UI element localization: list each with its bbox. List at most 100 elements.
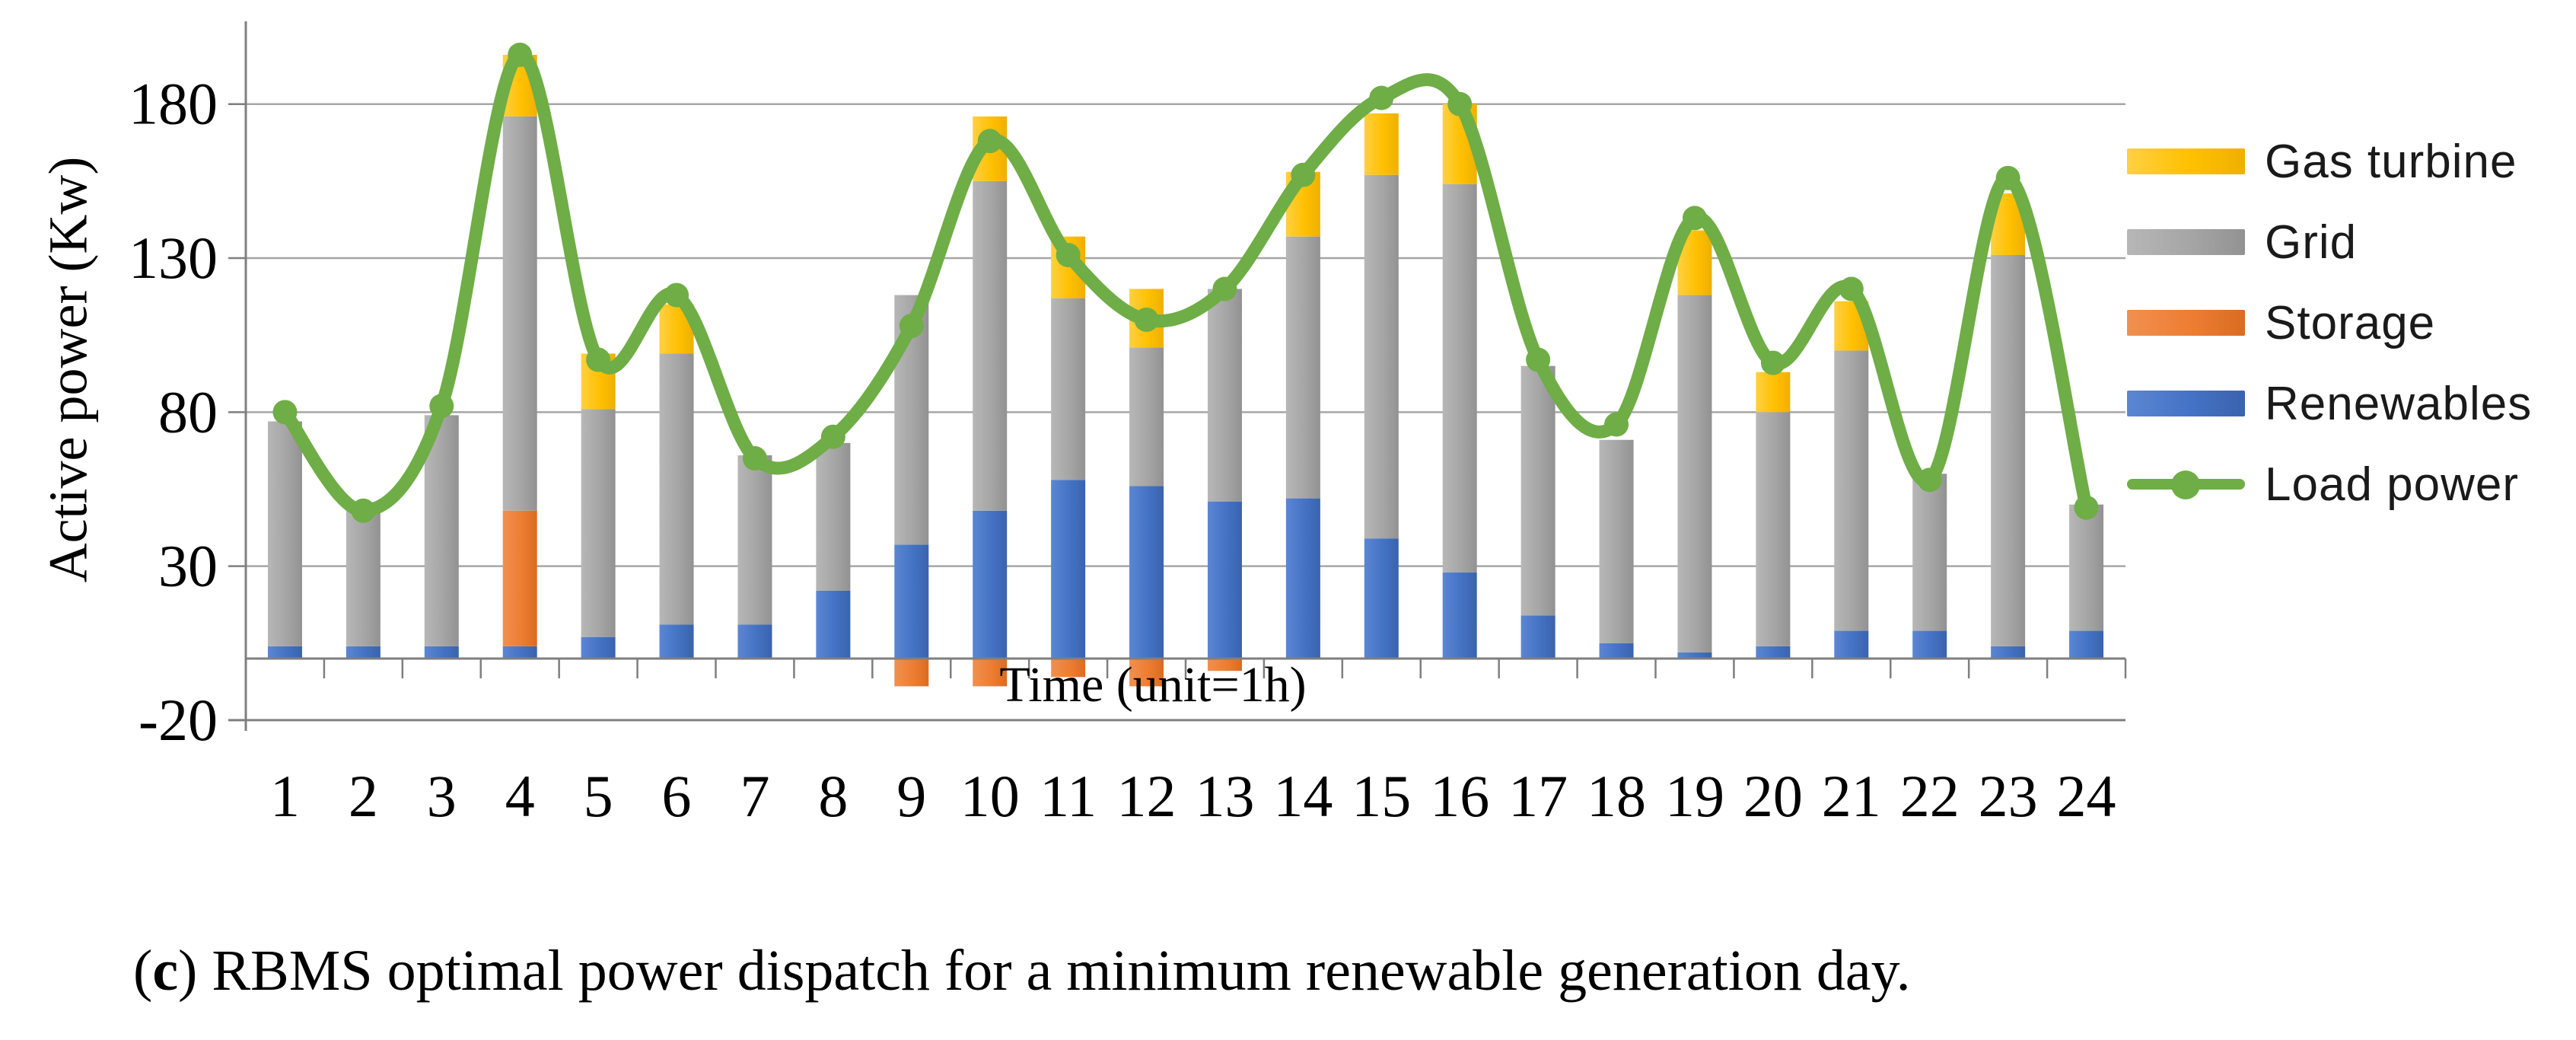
bar-storage-neg-h11 <box>1051 659 1086 678</box>
load-marker-h2 <box>351 498 376 523</box>
bar-renewables-h1 <box>267 646 302 659</box>
bar-grid-h11 <box>1051 298 1086 480</box>
bar-grid-h17 <box>1520 365 1555 616</box>
caption-prefix: ( <box>133 939 153 1003</box>
load-power-line-swatch <box>2127 471 2245 499</box>
bar-renewables-h10 <box>973 510 1008 659</box>
load-marker-h3 <box>429 394 454 419</box>
bar-grid-h7 <box>737 455 772 625</box>
bar-grid-h18 <box>1599 439 1634 643</box>
x-label-24: 24 <box>2057 763 2116 829</box>
load-marker-h7 <box>742 446 767 471</box>
bar-renewables-h8 <box>816 590 851 659</box>
load-power-line <box>278 48 2094 518</box>
legend: Gas turbine Grid Storage Renewables Load pow… <box>2127 121 2532 525</box>
legend-marker-icon <box>2171 471 2200 499</box>
x-label-5: 5 <box>584 763 613 829</box>
x-label-10: 10 <box>960 763 1020 829</box>
legend-swatch-renewables <box>2127 391 2245 416</box>
x-label-3: 3 <box>427 763 457 829</box>
x-label-7: 7 <box>740 763 769 829</box>
load-marker-h18 <box>1604 412 1629 437</box>
bar-renewables-h18 <box>1599 643 1634 659</box>
y-tick-label-30: 30 <box>158 533 218 599</box>
x-label-8: 8 <box>818 763 848 829</box>
load-marker-h23 <box>1995 165 2020 190</box>
load-marker-h16 <box>1447 91 1473 116</box>
bar-storage-neg-h13 <box>1207 659 1242 672</box>
bar-renewables-h14 <box>1285 498 1320 659</box>
load-marker-h8 <box>820 424 845 449</box>
x-label-18: 18 <box>1587 763 1646 829</box>
load-marker-h1 <box>272 400 298 425</box>
x-label-2: 2 <box>349 763 378 829</box>
bar-grid-h10 <box>973 180 1008 511</box>
bar-storage-neg-h9 <box>894 659 929 687</box>
bar-storage-h4 <box>502 510 537 646</box>
load-marker-h5 <box>586 347 611 372</box>
x-label-6: 6 <box>662 763 692 829</box>
load-marker-h19 <box>1682 206 1707 231</box>
x-label-11: 11 <box>1040 763 1097 829</box>
y-tick-label-80: 80 <box>158 378 218 445</box>
legend-label-storage: Storage <box>2265 296 2436 349</box>
legend-label-gas-turbine: Gas turbine <box>2265 135 2517 188</box>
load-marker-h11 <box>1056 242 1081 267</box>
bar-grid-h2 <box>345 510 381 646</box>
x-label-23: 23 <box>1979 763 2038 829</box>
x-label-22: 22 <box>1900 763 1960 829</box>
x-label-17: 17 <box>1508 763 1568 829</box>
axes <box>228 21 2127 731</box>
x-label-15: 15 <box>1352 763 1411 829</box>
bar-renewables-h6 <box>659 624 694 659</box>
x-label-19: 19 <box>1665 763 1724 829</box>
legend-label-load-power: Load power <box>2265 458 2520 511</box>
load-marker-h21 <box>1839 276 1864 301</box>
bar-grid-h6 <box>659 353 694 625</box>
legend-swatch-grid <box>2127 229 2245 255</box>
x-axis-title: Time (unit=1h) <box>999 657 1307 713</box>
x-label-9: 9 <box>896 763 926 829</box>
legend-item-gas-turbine: Gas turbine <box>2127 121 2532 202</box>
bar-grid-h14 <box>1285 236 1320 499</box>
y-tick-label-180: 180 <box>129 71 218 137</box>
load-marker-h22 <box>1917 467 1942 493</box>
bar-grid-h23 <box>1991 254 2026 646</box>
bar-grid-h20 <box>1756 412 1791 646</box>
bar-renewables-h15 <box>1364 538 1399 659</box>
bar-grid-h19 <box>1677 295 1712 652</box>
legend-item-storage: Storage <box>2127 282 2532 363</box>
bar-grid-h3 <box>424 415 459 646</box>
bar-renewables-h5 <box>581 636 616 659</box>
x-label-13: 13 <box>1195 763 1254 829</box>
legend-label-grid: Grid <box>2265 215 2358 269</box>
bar-grid-h13 <box>1207 289 1242 502</box>
bar-renewables-h21 <box>1834 630 1869 659</box>
load-marker-h9 <box>899 314 924 339</box>
bar-renewables-h17 <box>1520 615 1555 659</box>
bar-renewables-h24 <box>2069 630 2104 659</box>
load-marker-h20 <box>1760 350 1785 375</box>
x-label-4: 4 <box>505 763 535 829</box>
x-label-14: 14 <box>1273 763 1333 829</box>
load-marker-h13 <box>1212 276 1237 301</box>
load-marker-h17 <box>1526 347 1551 372</box>
bar-renewables-h9 <box>894 544 929 659</box>
x-label-20: 20 <box>1743 763 1803 829</box>
bar-gas-turbine-h15 <box>1364 113 1399 175</box>
bar-renewables-h4 <box>502 646 537 659</box>
legend-item-grid: Grid <box>2127 202 2532 282</box>
bar-renewables-h19 <box>1677 652 1712 659</box>
x-label-12: 12 <box>1117 763 1177 829</box>
y-tick-label-130: 130 <box>129 225 218 291</box>
bar-grid-h12 <box>1129 347 1164 487</box>
load-marker-h10 <box>977 129 1002 154</box>
bar-grid-h15 <box>1364 174 1399 539</box>
bar-renewables-h20 <box>1756 646 1791 659</box>
legend-item-renewables: Renewables <box>2127 363 2532 444</box>
x-label-16: 16 <box>1430 763 1489 829</box>
bar-renewables-h7 <box>737 624 772 659</box>
x-label-1: 1 <box>270 763 300 829</box>
